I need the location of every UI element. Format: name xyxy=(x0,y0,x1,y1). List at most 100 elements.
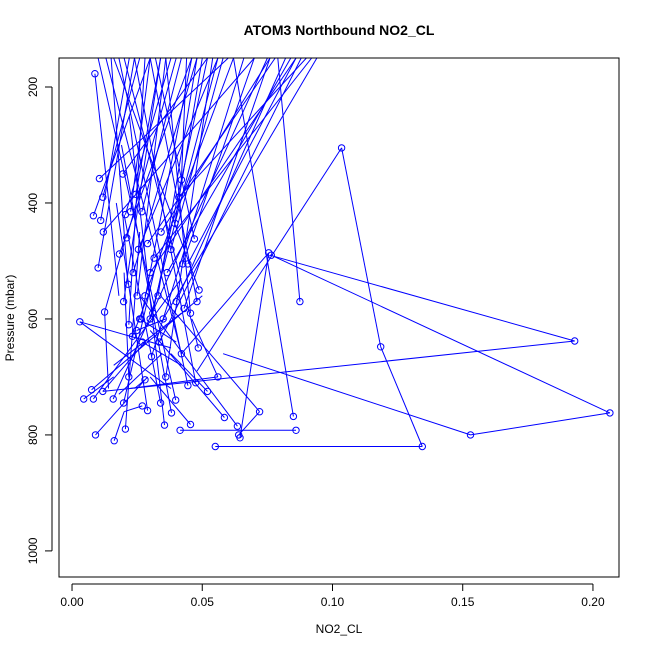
series-line-segment xyxy=(124,58,172,215)
data-point xyxy=(156,399,165,407)
data-point xyxy=(177,350,186,358)
data-point xyxy=(265,249,273,257)
data-point xyxy=(255,408,264,416)
data-point xyxy=(94,264,102,272)
data-point xyxy=(76,318,84,326)
series-line-segment xyxy=(178,58,307,198)
series-line-segment xyxy=(158,58,302,343)
data-point xyxy=(163,268,171,277)
points-layer xyxy=(76,70,614,451)
series-line-segment xyxy=(170,353,208,392)
series-line-segment xyxy=(196,147,343,372)
data-point xyxy=(119,399,128,407)
x-tick-label: 0.00 xyxy=(60,595,84,609)
series-line-segment xyxy=(104,243,125,313)
data-point xyxy=(91,70,99,78)
data-point xyxy=(203,387,212,396)
data-point xyxy=(115,250,124,258)
data-point xyxy=(89,395,98,403)
data-point xyxy=(267,251,275,259)
data-point xyxy=(138,208,146,216)
series-line-segment xyxy=(135,58,162,195)
data-point xyxy=(194,344,203,352)
data-point xyxy=(177,176,186,184)
x-tick-label: 0.15 xyxy=(451,595,475,609)
series-line-segment xyxy=(134,379,146,389)
series-line-segment xyxy=(165,58,191,314)
series-line-segment xyxy=(160,295,260,413)
data-point xyxy=(195,286,203,294)
series-line-segment xyxy=(113,58,200,291)
series-line-segment xyxy=(105,58,182,354)
data-point xyxy=(171,219,179,228)
series-line-segment xyxy=(121,144,172,413)
series-line-segment xyxy=(136,58,167,296)
data-point xyxy=(184,260,192,268)
data-point xyxy=(289,412,298,421)
series-line-segment xyxy=(128,115,165,426)
series-line-segment xyxy=(149,58,297,273)
series-line-segment xyxy=(79,321,172,349)
series-line-segment xyxy=(139,295,238,427)
y-tick-label: 800 xyxy=(26,425,40,445)
series-line-segment xyxy=(110,58,129,285)
data-point xyxy=(233,422,242,430)
series-line-segment xyxy=(380,346,423,447)
series-line-segment xyxy=(139,318,177,343)
series-line-segment xyxy=(238,411,260,436)
series-line-segment xyxy=(97,58,135,268)
data-point xyxy=(159,315,167,323)
series-line-segment xyxy=(277,58,301,302)
data-point xyxy=(172,297,180,306)
series-line-segment xyxy=(115,202,149,411)
data-point xyxy=(138,338,147,346)
series-line-segment xyxy=(187,58,297,265)
data-point xyxy=(167,245,175,254)
series-line-segment xyxy=(222,353,471,436)
data-point xyxy=(377,343,385,351)
data-point xyxy=(99,228,108,236)
series-line-segment xyxy=(102,340,575,392)
series-line-segment xyxy=(183,58,271,309)
series-line-segment xyxy=(123,58,162,302)
data-point xyxy=(119,170,127,178)
data-point xyxy=(214,373,222,381)
data-point xyxy=(99,387,107,396)
series-line-segment xyxy=(180,58,188,180)
data-point xyxy=(172,396,180,404)
series-line-segment xyxy=(141,58,182,212)
y-tick-label: 200 xyxy=(26,77,40,97)
data-point xyxy=(220,413,229,422)
data-point xyxy=(186,309,195,317)
y-tick-label: 400 xyxy=(26,193,40,213)
series-line-segment xyxy=(100,58,130,221)
data-point xyxy=(89,212,98,220)
series-line-segment xyxy=(113,312,182,366)
y-tick-label: 600 xyxy=(26,309,40,329)
series-line-segment xyxy=(162,58,318,320)
series-line-segment xyxy=(157,58,198,296)
data-point xyxy=(95,174,104,183)
data-point xyxy=(124,280,132,288)
data-point xyxy=(133,292,141,300)
data-point xyxy=(236,434,244,442)
series-line-segment xyxy=(149,330,225,418)
data-point xyxy=(150,254,158,262)
data-point xyxy=(141,376,149,384)
data-point xyxy=(119,297,128,306)
data-point xyxy=(138,402,147,410)
series-line-segment xyxy=(175,58,287,302)
x-tick-label: 0.05 xyxy=(191,595,215,609)
marks-layer xyxy=(79,58,611,447)
data-point xyxy=(296,297,304,306)
data-point xyxy=(143,239,152,248)
series-line-segment xyxy=(123,58,199,349)
series-line-segment xyxy=(151,58,245,357)
data-point xyxy=(149,309,157,317)
series-line-segment xyxy=(144,58,234,296)
data-point xyxy=(337,144,346,152)
data-point xyxy=(132,190,140,199)
series-line-segment xyxy=(123,214,162,404)
series-line-segment xyxy=(123,272,130,377)
